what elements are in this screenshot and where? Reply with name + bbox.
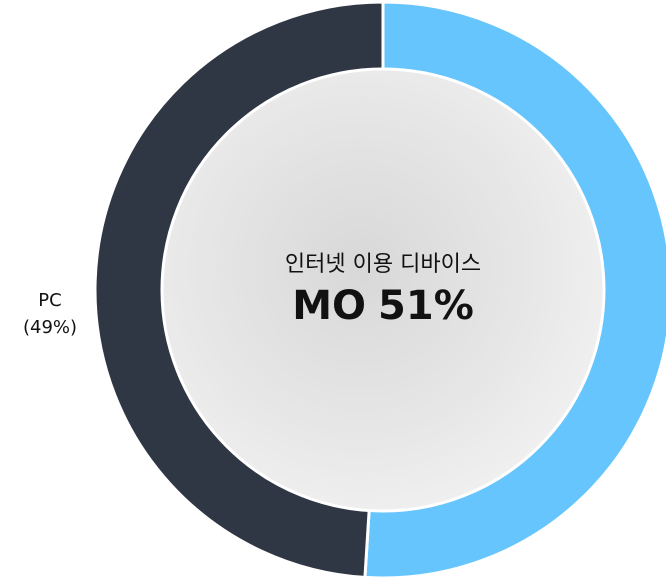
center-value: MO 51% xyxy=(292,283,474,329)
category-label: PC xyxy=(38,290,61,311)
value-label: 51% xyxy=(378,283,474,329)
category-label: MO xyxy=(292,283,366,329)
value-label: (49%) xyxy=(23,317,77,338)
center-subtitle: 인터넷 이용 디바이스 xyxy=(285,252,481,277)
center-photo xyxy=(160,67,606,513)
